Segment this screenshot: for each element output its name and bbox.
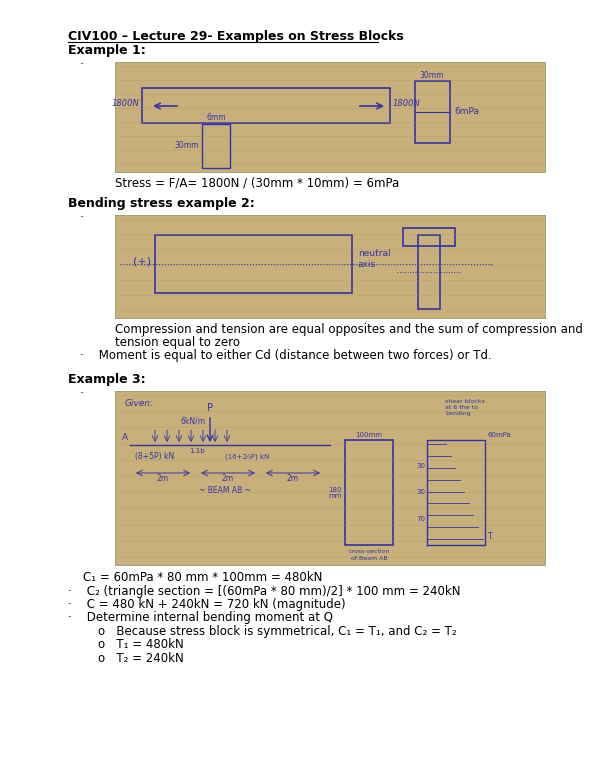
Text: o   T₁ = 480kN: o T₁ = 480kN xyxy=(68,638,184,651)
Text: of Beam AB: of Beam AB xyxy=(350,556,387,561)
Text: 30: 30 xyxy=(416,464,425,469)
Text: Compression and tension are equal opposites and the sum of compression and: Compression and tension are equal opposi… xyxy=(115,323,583,336)
FancyBboxPatch shape xyxy=(115,391,545,565)
Text: ·    Moment is equal to either Cd (distance between two forces) or Td.: · Moment is equal to either Cd (distance… xyxy=(80,349,491,362)
Text: 1800N: 1800N xyxy=(111,99,139,109)
Text: C₁ = 60mPa * 80 mm * 100mm = 480kN: C₁ = 60mPa * 80 mm * 100mm = 480kN xyxy=(68,571,322,584)
Text: T.: T. xyxy=(488,532,494,541)
Text: 180
mm: 180 mm xyxy=(328,487,342,500)
Text: o   T₂ = 240kN: o T₂ = 240kN xyxy=(68,652,184,665)
Text: neutral
axis: neutral axis xyxy=(358,249,391,269)
Text: CIV100 – Lecture 29- Examples on Stress Blocks: CIV100 – Lecture 29- Examples on Stress … xyxy=(68,30,404,43)
Text: ·    C₂ (triangle section = [(60mPa * 80 mm)/2] * 100 mm = 240kN: · C₂ (triangle section = [(60mPa * 80 mm… xyxy=(68,584,461,598)
Text: 1.1b: 1.1b xyxy=(189,448,205,454)
Text: 100mm: 100mm xyxy=(355,432,383,438)
Text: P: P xyxy=(207,403,213,413)
Text: Stress = F/A= 1800N / (30mm * 10mm) = 6mPa: Stress = F/A= 1800N / (30mm * 10mm) = 6m… xyxy=(115,177,399,190)
Text: Example 3:: Example 3: xyxy=(68,373,146,386)
Text: 1800N: 1800N xyxy=(393,99,421,109)
Text: (+): (+) xyxy=(133,257,151,267)
Text: Example 1:: Example 1: xyxy=(68,44,146,57)
Text: 30mm: 30mm xyxy=(419,71,444,80)
Text: o   Because stress block is symmetrical, C₁ = T₁, and C₂ = T₂: o Because stress block is symmetrical, C… xyxy=(68,625,456,638)
Text: ·: · xyxy=(80,387,84,400)
Text: shear blocks
at 6 the to
bending: shear blocks at 6 the to bending xyxy=(445,399,485,416)
Text: ~ BEAM AB ~: ~ BEAM AB ~ xyxy=(199,486,251,495)
Text: 6mPa: 6mPa xyxy=(454,108,479,116)
Text: (8+5P) kN: (8+5P) kN xyxy=(135,452,174,461)
Text: Given:: Given: xyxy=(125,399,154,408)
Text: tension equal to zero: tension equal to zero xyxy=(115,336,240,349)
Text: 70: 70 xyxy=(416,516,425,522)
Text: A: A xyxy=(122,433,128,442)
Text: ·: · xyxy=(80,58,84,71)
FancyBboxPatch shape xyxy=(115,215,545,318)
Text: 30mm: 30mm xyxy=(174,142,199,150)
Text: 6kN/m: 6kN/m xyxy=(180,416,205,425)
Text: 2m: 2m xyxy=(157,474,169,483)
Text: 30: 30 xyxy=(416,490,425,496)
Text: cross-section: cross-section xyxy=(348,549,390,554)
Text: (16+2⁄₃P) kN: (16+2⁄₃P) kN xyxy=(225,454,270,460)
Text: ·    Determine internal bending moment at Q: · Determine internal bending moment at Q xyxy=(68,611,333,624)
FancyBboxPatch shape xyxy=(115,62,545,172)
Text: ·: · xyxy=(80,211,84,224)
Text: ·    C = 480 kN + 240kN = 720 kN (magnitude): · C = 480 kN + 240kN = 720 kN (magnitude… xyxy=(68,598,346,611)
Text: 2m: 2m xyxy=(222,474,234,483)
Text: Bending stress example 2:: Bending stress example 2: xyxy=(68,197,255,210)
Text: 6mm: 6mm xyxy=(206,113,226,122)
Text: 60mPa: 60mPa xyxy=(488,432,512,438)
Text: 2m: 2m xyxy=(287,474,299,483)
